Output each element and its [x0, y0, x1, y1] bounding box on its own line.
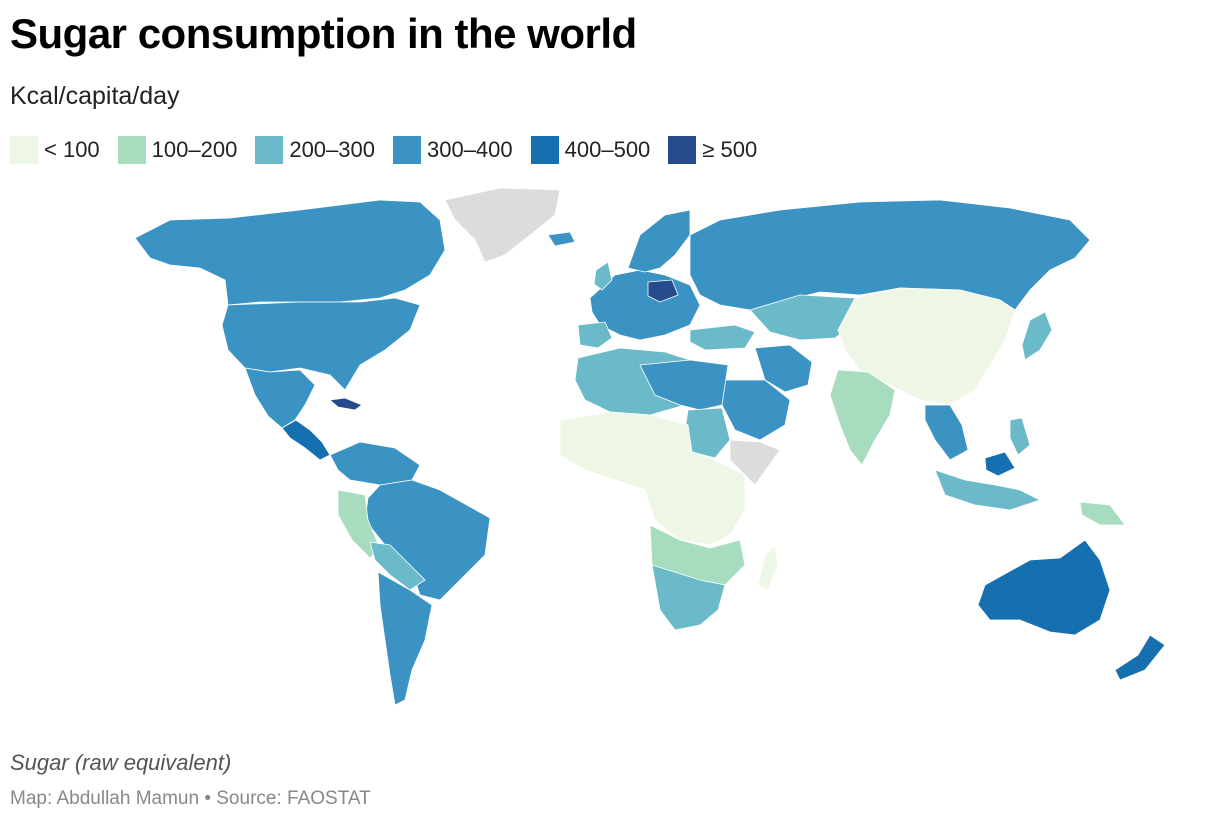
country-egypt-libya[interactable] [639, 359, 729, 411]
map-note: Sugar (raw equivalent) [10, 750, 232, 775]
country-west-central-africa[interactable] [559, 411, 746, 546]
legend-label: 100–200 [151, 137, 238, 162]
map-subtitle: Kcal/capita/day [10, 82, 180, 110]
legend-swatch [117, 136, 146, 164]
legend-swatch [255, 136, 284, 164]
country-mexico[interactable] [244, 367, 316, 429]
legend-swatch [668, 136, 697, 164]
country-usa[interactable] [221, 297, 421, 391]
legend-label: 300–400 [426, 137, 513, 162]
country-uk[interactable] [593, 261, 613, 291]
country-turkey[interactable] [689, 324, 756, 351]
country-iberia[interactable] [577, 321, 613, 349]
country-china[interactable] [837, 287, 1016, 406]
country-japan[interactable] [1021, 311, 1053, 361]
country-canada-alaska[interactable] [134, 199, 446, 306]
legend-item-300-400: 300–400 [392, 136, 513, 164]
country-malaysia[interactable] [984, 451, 1016, 477]
map-title: Sugar consumption in the world [10, 10, 637, 57]
legend-item-200-300: 200–300 [255, 136, 375, 164]
map-source: Map: Abdullah Mamun • Source: FAOSTAT [10, 788, 371, 809]
country-indonesia[interactable] [934, 469, 1042, 511]
country-argentina-chile[interactable] [377, 571, 433, 706]
legend-label: < 100 [44, 137, 100, 162]
legend-label: 200–300 [289, 137, 375, 162]
country-central-america[interactable] [281, 419, 331, 461]
country-horn-of-africa[interactable] [729, 439, 781, 486]
legend-item-100-200: 100–200 [117, 136, 238, 164]
legend-label: ≥ 500 [702, 137, 758, 162]
country-northern-south-america[interactable] [329, 441, 421, 486]
country-bolivia[interactable] [369, 541, 426, 591]
country-australia[interactable] [977, 539, 1111, 636]
country-scandinavia[interactable] [627, 209, 691, 273]
country-south-africa[interactable] [651, 564, 726, 631]
legend-swatch [530, 136, 559, 164]
country-greenland[interactable] [444, 187, 561, 263]
legend: < 100 100–200 200–300 300–400 400–500 ≥ … [10, 136, 775, 164]
country-new-zealand[interactable] [1114, 634, 1166, 681]
country-southeast-asia[interactable] [924, 404, 969, 461]
country-cuba[interactable] [329, 397, 363, 411]
country-philippines[interactable] [1009, 417, 1031, 456]
legend-swatch [10, 136, 38, 164]
country-arabia[interactable] [719, 379, 791, 441]
legend-item-400-500: 400–500 [530, 136, 651, 164]
country-madagascar[interactable] [757, 544, 779, 591]
world-map [134, 187, 1166, 706]
country-png[interactable] [1079, 501, 1126, 526]
legend-swatch [392, 136, 421, 164]
legend-label: 400–500 [564, 137, 651, 162]
country-india[interactable] [829, 369, 896, 466]
country-iceland[interactable] [547, 231, 576, 247]
country-poland[interactable] [647, 279, 679, 303]
legend-item-lt100: < 100 [10, 136, 100, 164]
legend-item-gte500: ≥ 500 [668, 136, 757, 164]
